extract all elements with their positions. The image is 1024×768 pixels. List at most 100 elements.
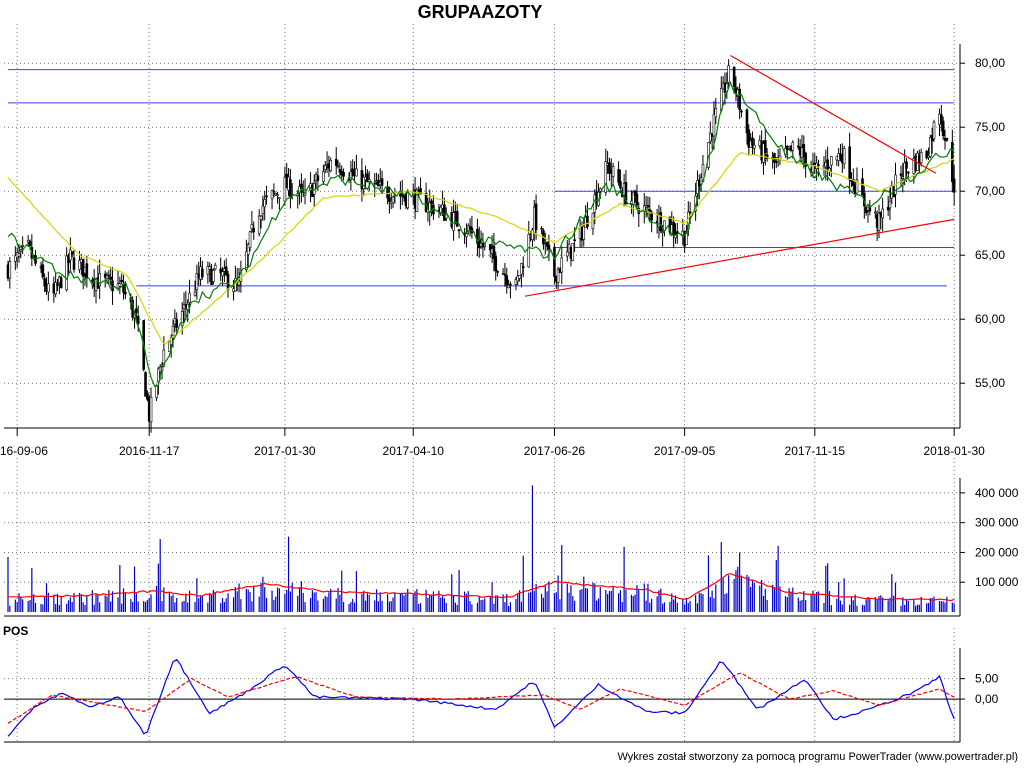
candle-body [144, 372, 147, 397]
candle-body [366, 173, 369, 183]
y-tick-label: 300 000 [975, 516, 1019, 530]
candle-body [476, 228, 479, 244]
candle-body [26, 240, 30, 243]
candle-body [747, 129, 751, 148]
moving-averages [7, 80, 955, 388]
candle-body [338, 169, 342, 173]
candle-body [224, 266, 228, 276]
candle-body [188, 292, 191, 303]
candle-body [941, 120, 945, 137]
candle-body [611, 166, 615, 177]
candle-body [556, 268, 560, 283]
candle-body [619, 181, 622, 189]
candle-body [136, 315, 140, 324]
candle-body [419, 188, 422, 195]
candle-body [146, 392, 149, 400]
candle-body [545, 241, 549, 247]
candle-body [69, 249, 72, 261]
candle-body [688, 211, 692, 214]
candle-body [206, 265, 210, 275]
x-tick-label: 2017-04-10 [383, 444, 445, 458]
candle-body [380, 178, 384, 186]
candle-body [21, 245, 24, 247]
candle-body [932, 121, 936, 140]
candle-body [852, 178, 855, 187]
candle-body [124, 291, 127, 295]
candle-body [342, 172, 345, 177]
candle-body [635, 193, 639, 206]
candle-body [886, 207, 890, 211]
candle-body [509, 283, 512, 286]
candle-body [208, 266, 212, 270]
candle-body [149, 396, 153, 423]
candle-body [428, 202, 432, 212]
candle-body [521, 266, 525, 268]
candle-body [565, 251, 569, 257]
candle-body [708, 132, 712, 142]
candle-body [582, 226, 586, 240]
candle-body [263, 199, 267, 208]
candle-body [791, 142, 795, 151]
candle-body [248, 231, 252, 249]
candle-body [329, 160, 333, 171]
candle-body [518, 275, 521, 279]
candle-body [540, 227, 543, 230]
candle-body [503, 273, 507, 276]
pos-oscillator [4, 658, 960, 737]
candle-body [465, 233, 468, 238]
candle-body [520, 263, 523, 275]
candle-body [98, 273, 101, 286]
candle-body [226, 273, 230, 290]
x-tick-label: 2016-09-06 [0, 444, 48, 458]
candle-body [265, 195, 268, 198]
candle-body [193, 291, 197, 296]
candle-body [752, 144, 756, 149]
candle-body [257, 215, 261, 234]
candle-body [261, 205, 265, 215]
candle-body [274, 193, 278, 196]
candle-body [560, 257, 564, 273]
volume-average-line [8, 572, 955, 602]
candle-body [457, 229, 461, 232]
y-tick-label: 400 000 [975, 486, 1019, 500]
candle-body [276, 194, 279, 196]
candle-body [905, 161, 908, 169]
candle-body [553, 246, 556, 277]
candle-body [732, 66, 736, 88]
candle-body [488, 244, 492, 251]
candle-body [751, 137, 754, 146]
candle-body [355, 168, 358, 177]
candle-body [571, 243, 575, 261]
candle-body [826, 159, 829, 170]
candle-body [250, 224, 254, 230]
candle-body [945, 137, 949, 141]
y-tick-label: 70,00 [975, 184, 1005, 198]
candle-body [72, 257, 76, 270]
candle-body [714, 108, 718, 118]
candle-body [633, 190, 637, 196]
candle-body [334, 158, 338, 166]
candle-body [624, 182, 628, 204]
credit-text: Wykres został stworzony za pomocą progra… [617, 751, 1018, 763]
chart-title: GRUPAAZOTY [417, 2, 543, 22]
candle-body [56, 283, 59, 286]
y-tick-label: 65,00 [975, 248, 1005, 262]
candle-body [120, 280, 123, 282]
y-tick-label: 55,00 [975, 376, 1005, 390]
candle-body [118, 283, 122, 287]
axes: 2016-09-06 2016-11-17 2017-01-30 2017-04-10… [0, 44, 1019, 743]
x-tick-label: 2018-01-30 [923, 444, 985, 458]
candle-body [246, 244, 250, 255]
candle-body [874, 211, 877, 214]
candle-body [877, 213, 881, 231]
candle-body [54, 282, 57, 295]
slow-moving-average-line [7, 152, 955, 346]
candle-body [696, 180, 699, 194]
candle-body [738, 88, 741, 110]
candle-body [740, 110, 743, 113]
candle-body [496, 271, 499, 273]
candle-body [201, 268, 204, 277]
candle-body [646, 205, 650, 208]
candle-body [386, 187, 389, 199]
